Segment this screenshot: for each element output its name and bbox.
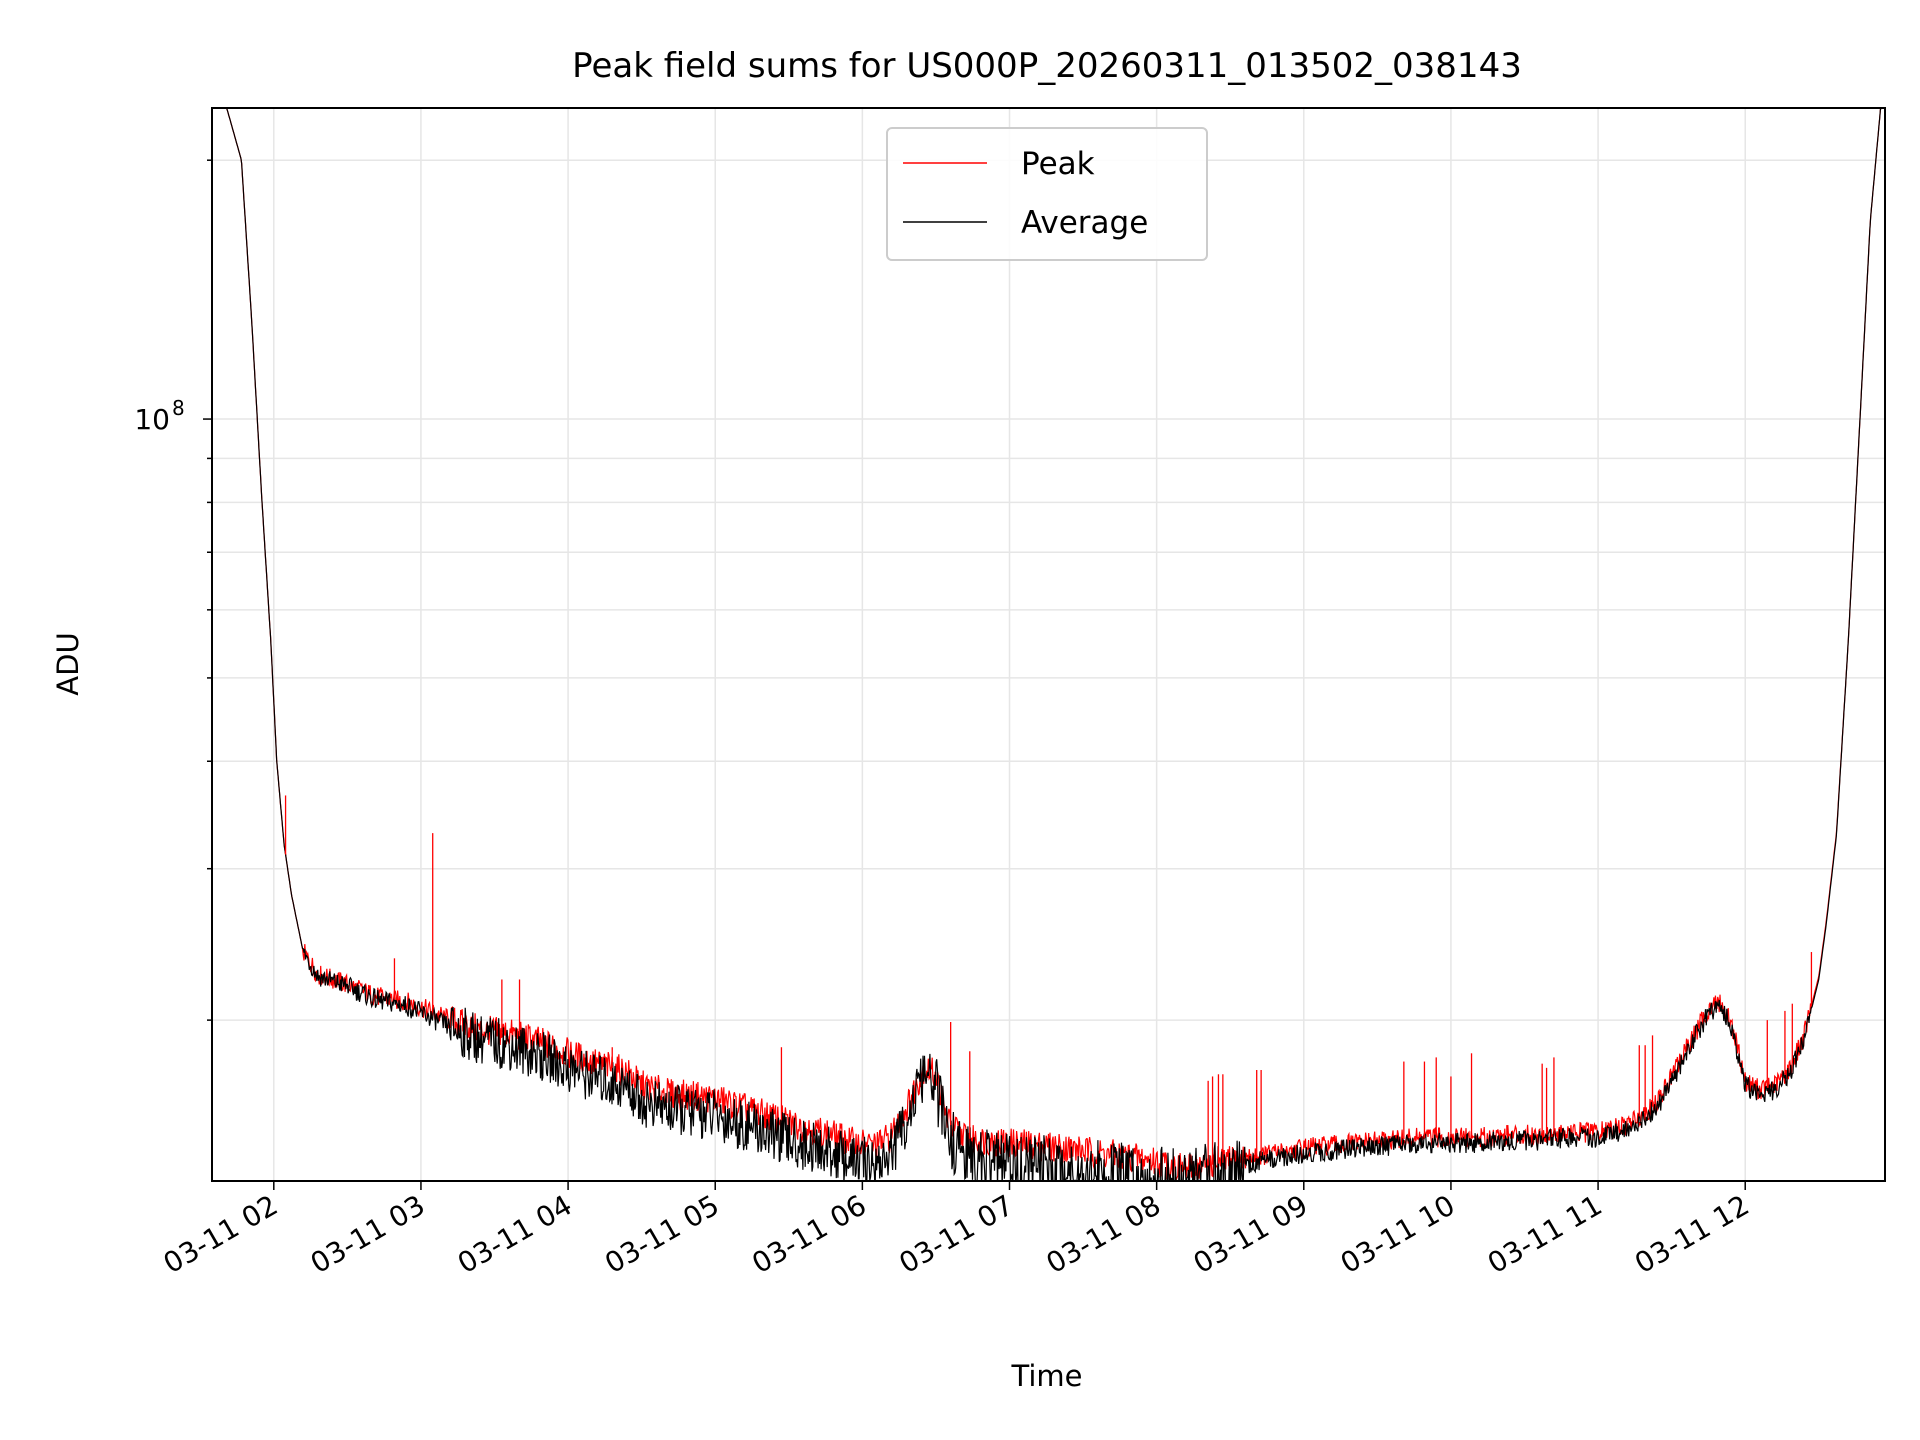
legend-label-average: Average [1021,205,1148,241]
legend: Peak Average [886,127,1208,261]
y-tick-label-exponent: 8 [172,396,185,420]
legend-label-peak: Peak [1021,146,1095,182]
y-axis-label: ADU [51,632,85,695]
x-axis-label: Time [1011,1359,1083,1393]
legend-box [886,127,1208,261]
y-tick-label: 10 [134,403,170,436]
series-group [212,108,1885,1181]
grid [212,108,1885,1181]
series-line-average [212,108,1885,1181]
y-axis-ticks: 10 8 [134,159,212,1021]
plot-frame [211,107,1886,1182]
chart-title: Peak field sums for US000P_20260311_0135… [572,46,1522,86]
